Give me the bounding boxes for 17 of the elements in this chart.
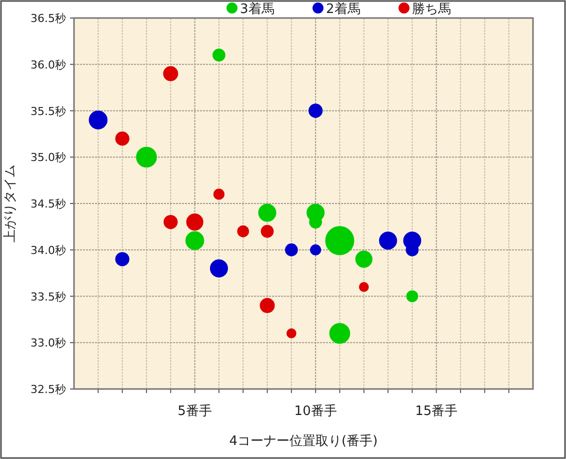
y-tick-label: 33.5秒 — [30, 290, 66, 304]
y-tick-label: 36.5秒 — [30, 12, 66, 25]
y-tick-label: 34.0秒 — [30, 244, 66, 257]
x-tick-label: 10番手 — [294, 404, 337, 419]
y-axis-title: 上がりタイム — [3, 164, 18, 242]
y-tick-label: 34.5秒 — [30, 198, 66, 210]
x-tick-label: 15番手 — [415, 404, 458, 419]
legend-label: 勝ち馬 — [412, 2, 451, 17]
y-tick-label: 32.5秒 — [30, 383, 66, 396]
y-tick-label: 33.0秒 — [30, 336, 66, 350]
legend-label: 2着馬 — [326, 1, 360, 17]
x-tick-label: 5番手 — [178, 404, 212, 419]
legend-label: 3着馬 — [240, 1, 274, 17]
y-tick-label: 35.0秒 — [30, 151, 66, 164]
x-axis-title: 4コーナー位置取り(番手) — [229, 434, 378, 449]
y-tick-label: 36.0秒 — [30, 58, 66, 72]
y-tick-label: 35.5秒 — [30, 104, 66, 118]
